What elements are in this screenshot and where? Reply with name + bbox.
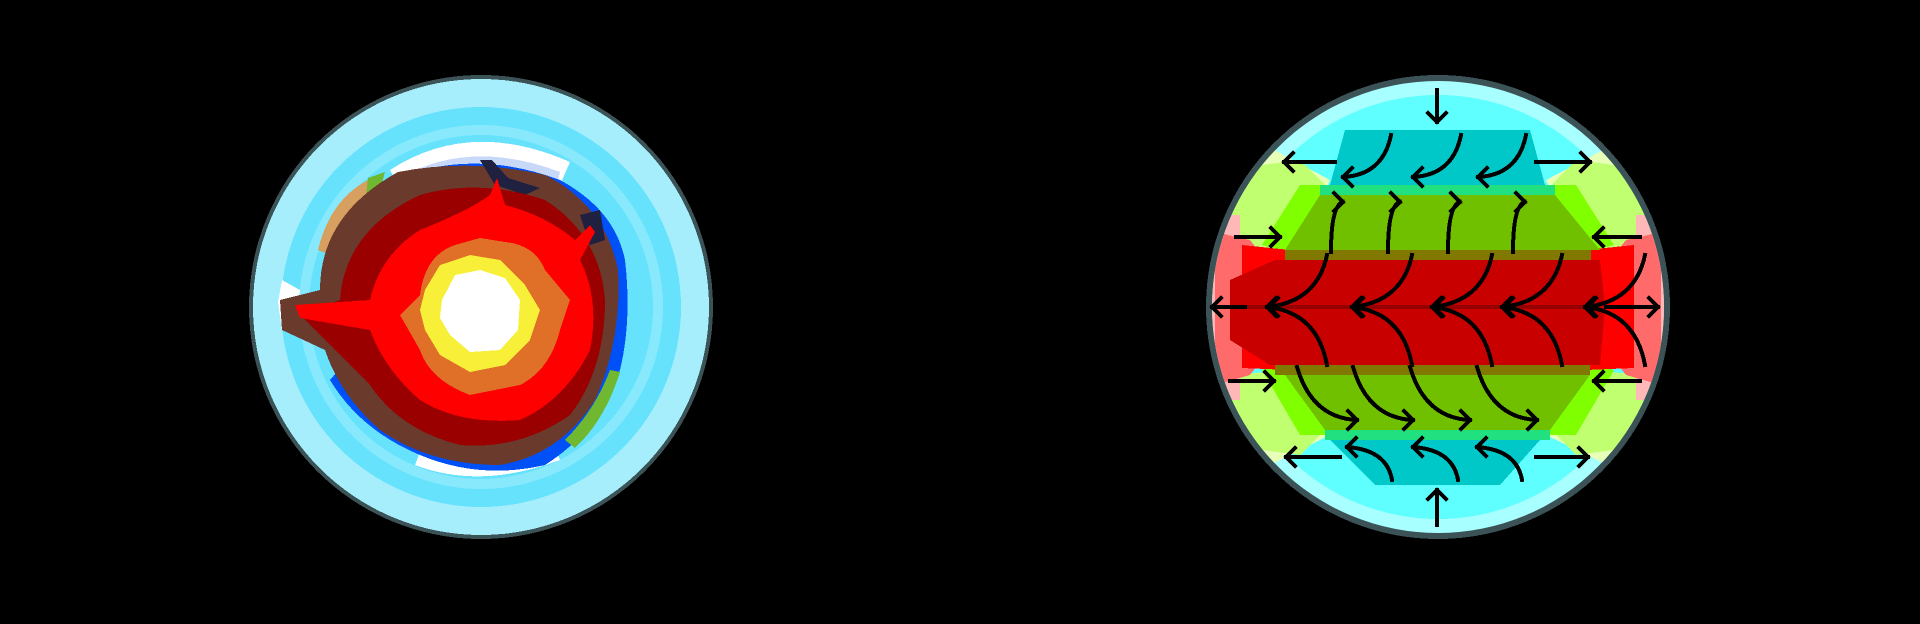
wind-arrow-head-icon	[1283, 445, 1298, 469]
wind-arrow-head-icon	[1266, 295, 1281, 319]
planet-wind-view[interactable]	[1200, 70, 1680, 550]
wind-arrow-head-icon	[1268, 225, 1283, 249]
wind-arrow-head-icon	[1425, 487, 1449, 502]
wind-curve-arrow-icon	[1410, 444, 1461, 483]
wind-curve-arrow-icon	[1582, 252, 1648, 310]
wind-curve-arrow-icon	[1264, 252, 1330, 310]
wind-arrow-head-icon	[1331, 190, 1346, 214]
volcano-rock-east	[580, 210, 605, 245]
wind-curve-arrow-icon	[1582, 304, 1648, 368]
wind-arrow-head-icon	[1474, 435, 1489, 459]
wind-arrow-head-icon	[1646, 295, 1661, 319]
diag-ne	[1551, 160, 1651, 250]
grass-coast-east	[565, 370, 620, 448]
north-boundary	[1285, 250, 1591, 260]
wind-arrow-head-icon	[1475, 165, 1490, 189]
wind-arrow-head-icon	[1262, 369, 1277, 393]
south-ice-cap	[415, 448, 560, 477]
wind-curve-arrow-icon	[1407, 364, 1473, 423]
wind-curve-arrow-icon	[1429, 252, 1495, 310]
wind-curve-arrow-icon	[1474, 444, 1525, 483]
wind-curve-arrow-icon	[1349, 304, 1415, 368]
wind-arrow-head-icon	[1340, 165, 1355, 189]
wind-arrow-head-icon	[1425, 110, 1449, 125]
planet-surface-view[interactable]	[249, 75, 713, 539]
wind-curve-arrow-icon	[1264, 304, 1330, 368]
wind-arrow-head-icon	[1578, 150, 1593, 174]
wind-arrow-head-icon	[1410, 165, 1425, 189]
wind-arrow-head-icon	[1458, 408, 1473, 432]
wind-arrow-head-icon	[1281, 150, 1296, 174]
wind-curve-arrow-icon	[1344, 444, 1395, 483]
south-ferrel-edge	[1325, 430, 1550, 440]
wind-curve-arrow-icon	[1474, 364, 1540, 423]
wind-arrow-head-icon	[1513, 190, 1528, 214]
wind-curve-arrow-icon	[1410, 132, 1464, 180]
north-ferrel-cell	[1285, 195, 1600, 250]
core	[440, 270, 520, 352]
wind-arrow-head-icon	[1345, 408, 1360, 432]
south-boundary	[1275, 365, 1590, 375]
diag-nw	[1225, 160, 1325, 250]
wind-arrow-head-icon	[1576, 445, 1591, 469]
wind-arrow-head-icon	[1501, 295, 1516, 319]
wind-arrow-head-icon	[1431, 295, 1446, 319]
wind-curve-arrow-icon	[1499, 252, 1565, 310]
equator-line	[1228, 305, 1598, 309]
wind-arrow-head-icon	[1209, 295, 1224, 319]
wind-arrow-head-icon	[1591, 225, 1606, 249]
wind-arrow-head-icon	[1344, 435, 1359, 459]
wind-arrow-head-icon	[1591, 369, 1606, 393]
wind-arrow-head-icon	[1401, 408, 1416, 432]
wind-arrow-head-icon	[1525, 408, 1540, 432]
north-ferrel-edge	[1320, 185, 1555, 195]
wind-curve-arrow-icon	[1294, 364, 1360, 423]
wind-arrow-head-icon	[1410, 435, 1425, 459]
wind-curve-arrow-icon	[1475, 132, 1529, 180]
wind-curve-arrow-icon	[1429, 304, 1495, 368]
wind-curve-arrow-icon	[1340, 132, 1394, 180]
south-ferrel-cell	[1285, 375, 1590, 430]
wind-arrow-head-icon	[1584, 295, 1599, 319]
volcano-rock	[480, 160, 540, 195]
south-polar-cell	[1330, 440, 1540, 485]
wind-arrow-head-icon	[1351, 295, 1366, 319]
wind-arrows	[1209, 88, 1661, 527]
wind-curve-arrow-icon	[1350, 364, 1416, 423]
diag-sw-bright	[1262, 360, 1330, 435]
hadley-cell	[1230, 260, 1605, 365]
wind-curve-arrow-icon	[1499, 304, 1565, 368]
wind-curve-arrow-icon	[1349, 252, 1415, 310]
wind-arrow-head-icon	[1448, 190, 1463, 214]
wind-arrow-head-icon	[1388, 190, 1403, 214]
north-polar-cell	[1330, 130, 1545, 185]
